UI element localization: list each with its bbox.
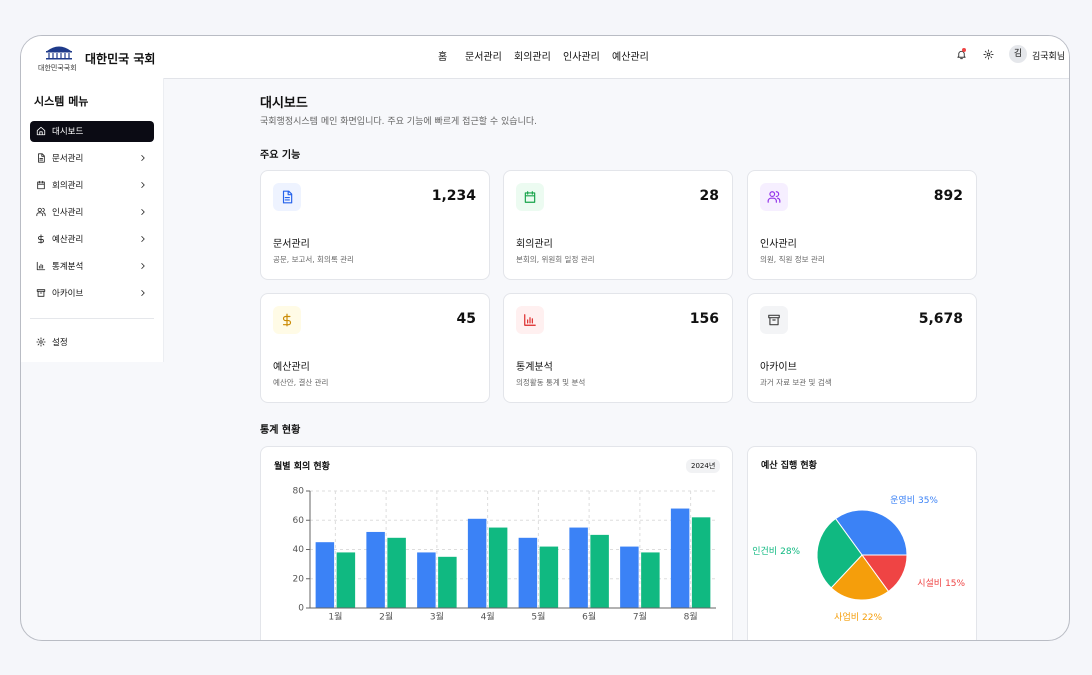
menu-item[interactable]: 대시보드 [52,127,84,137]
card-value: 156 [689,311,719,327]
chevron [141,155,145,161]
chart-card [747,446,977,640]
chevron [141,290,145,296]
menu-icon [36,337,46,347]
menu-item[interactable]: 인사관리 [52,208,84,218]
card-desc: 의정활동 통계 및 분석 [516,378,586,387]
card-title: 문서관리 [273,239,310,250]
menu-icon [36,126,46,136]
card-icon [282,190,293,204]
active-menu-bg [30,121,154,142]
year-badge[interactable]: 2024년 [686,459,721,473]
card-icon [282,313,292,327]
card-icon [767,191,781,203]
card-icon [524,191,536,203]
menu-icon [36,261,46,271]
settings-icon[interactable] [983,49,994,60]
notification-dot [962,48,966,52]
card-value: 1,234 [431,188,476,204]
app-window: 대한민국국회 대한민국 국회 홈 문서관리 회의관리 인사관리 예산관리 김 김국회님 시스템 메… [20,35,1070,641]
card-icon-bg [760,183,788,211]
chevron [141,263,145,269]
chart-title: 월별 회의 현황 [274,462,330,472]
sidebar-title: 시스템 메뉴 [34,95,89,108]
menu-icon [38,153,45,163]
section-heading: 통계 현황 [260,425,301,436]
chevron [141,236,145,242]
chevron [141,209,145,215]
card-desc: 예산안, 결산 관리 [273,378,329,387]
logo-icon [44,44,74,60]
card-icon [768,314,780,326]
user-name[interactable]: 김국회님 [1032,52,1066,62]
chart-title: 예산 집행 현황 [761,461,817,471]
page-subtitle: 국회행정시스템 메인 화면입니다. 주요 기능에 빠르게 접근할 수 있습니다. [260,117,538,127]
page-title: 대시보드 [260,96,308,111]
card-desc: 공문, 보고서, 회의록 관리 [273,255,354,264]
card-value: 45 [456,311,476,327]
nav-link[interactable]: 인사관리 [563,52,600,63]
nav-link[interactable]: 예산관리 [612,52,649,63]
card-value: 892 [933,188,963,204]
menu-item[interactable]: 문서관리 [52,154,84,164]
card-desc: 본회의, 위원회 일정 관리 [516,255,595,264]
card-desc: 의원, 직원 정보 관리 [760,255,825,264]
nav-link[interactable]: 홈 [438,52,448,63]
card-icon-bg [516,183,544,211]
sidebar-divider [30,318,154,319]
card-value: 5,678 [918,311,963,327]
menu-icon [38,234,44,244]
menu-item[interactable]: 예산관리 [52,235,84,245]
menu-icon [36,289,46,297]
nav-link[interactable]: 문서관리 [465,52,502,63]
card-title: 통계분석 [516,362,553,373]
card-value: 28 [699,188,719,204]
chart-card [260,446,733,640]
menu-icon [36,207,46,217]
nav-link[interactable]: 회의관리 [514,52,551,63]
section-heading: 주요 기능 [260,150,301,161]
card-title: 예산관리 [273,362,310,373]
top-bar [21,36,1069,79]
logo-caption: 대한민국국회 [38,64,77,72]
card-icon [524,314,536,326]
menu-item[interactable]: 설정 [52,338,68,348]
menu-item[interactable]: 아카이브 [52,289,84,299]
card-title: 인사관리 [760,239,797,250]
card-desc: 과거 자료 보관 및 검색 [760,378,832,387]
card-title: 아카이브 [760,362,797,373]
menu-icon [37,180,45,190]
avatar[interactable]: 김 [1009,45,1027,63]
menu-item[interactable]: 통계분석 [52,262,84,272]
chevron [141,182,145,188]
menu-item[interactable]: 회의관리 [52,181,84,191]
card-title: 회의관리 [516,239,553,250]
site-title: 대한민국 국회 [85,52,156,66]
